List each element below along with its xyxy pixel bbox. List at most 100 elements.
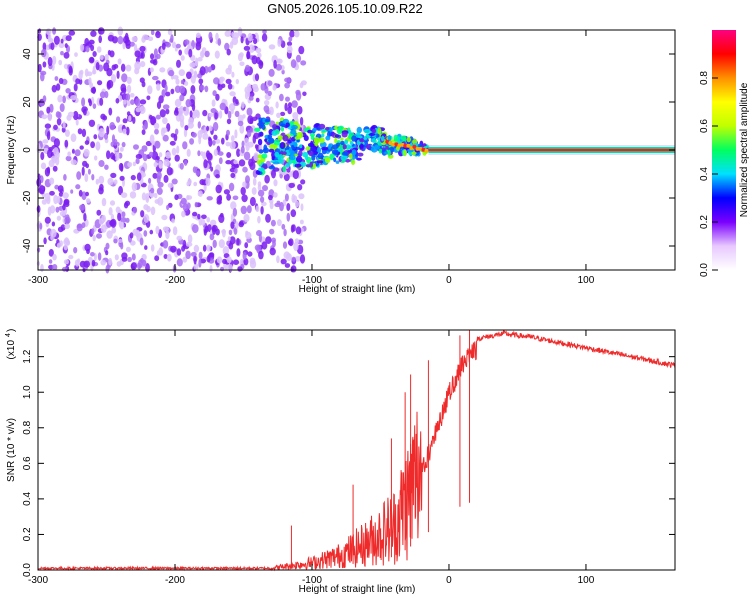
noise-speckle <box>247 83 252 90</box>
noise-speckle <box>134 43 138 53</box>
noise-speckle <box>240 36 244 44</box>
noise-speckle <box>284 77 291 83</box>
noise-speckle <box>176 235 183 241</box>
noise-speckle <box>165 91 171 97</box>
noise-speckle <box>247 251 253 257</box>
noise-speckle <box>175 113 182 122</box>
noise-speckle <box>61 127 66 133</box>
noise-speckle <box>171 147 177 156</box>
noise-speckle <box>127 256 132 263</box>
noise-speckle <box>118 185 123 196</box>
noise-speckle <box>236 148 241 157</box>
noise-speckle <box>187 122 194 129</box>
noise-speckle <box>70 133 77 142</box>
colorbar-label: Normalized spectral amplitude <box>739 82 750 217</box>
noise-speckle <box>106 79 114 89</box>
noise-speckle <box>243 151 251 161</box>
noise-speckle <box>90 141 95 149</box>
scatter-point <box>307 129 313 134</box>
noise-speckle <box>169 140 176 146</box>
snr-panel: -300 -200 -100 0 100 0.0 0.2 0.4 0.6 0.8 1.0 1.2 He… <box>5 329 676 595</box>
noise-speckle <box>109 122 116 131</box>
noise-speckle <box>198 251 203 260</box>
noise-speckle <box>253 38 258 45</box>
noise-speckle <box>295 226 302 235</box>
scatter-point <box>309 161 314 168</box>
noise-speckle <box>286 212 291 222</box>
noise-speckle <box>291 224 296 232</box>
hot-point <box>391 142 396 147</box>
noise-speckle <box>178 49 182 56</box>
noise-speckle <box>139 99 147 105</box>
noise-speckle <box>264 100 270 106</box>
y-tick-label: 0.8 <box>22 420 33 434</box>
figure-title: GN05.2026.105.10.09.R22 <box>267 1 422 16</box>
noise-speckle <box>293 241 299 252</box>
noise-speckle <box>186 71 192 80</box>
spectrogram-marks <box>36 26 675 274</box>
scatter-point <box>385 145 389 150</box>
noise-speckle <box>257 215 261 224</box>
noise-speckle <box>63 259 69 265</box>
noise-speckle <box>224 42 230 51</box>
noise-speckle <box>36 178 42 187</box>
noise-speckle <box>254 144 259 149</box>
scatter-point <box>381 135 385 142</box>
scatter-point <box>340 140 345 146</box>
noise-speckle <box>118 162 124 171</box>
noise-speckle <box>129 41 135 47</box>
scatter-point <box>363 129 371 134</box>
noise-speckle <box>198 78 204 85</box>
y-tick-label: 0.2 <box>22 527 33 541</box>
noise-speckle <box>195 170 201 177</box>
snr-ticks: -300 -200 -100 0 100 0.0 0.2 0.4 0.6 0.8 1.0 1.2 <box>22 330 675 586</box>
noise-speckle <box>87 168 91 175</box>
noise-speckle <box>178 69 185 77</box>
scatter-point <box>293 141 298 148</box>
noise-speckle <box>150 53 155 60</box>
noise-speckle <box>40 162 47 170</box>
noise-speckle <box>139 77 145 83</box>
noise-speckle <box>232 32 239 40</box>
snr-scale-close: ) <box>6 329 17 332</box>
noise-speckle <box>215 174 221 179</box>
colorbar-ticks: 0.0 0.2 0.4 0.6 0.8 <box>699 71 718 277</box>
noise-speckle <box>181 210 186 218</box>
noise-speckle <box>215 93 220 101</box>
noise-speckle <box>213 77 220 85</box>
scatter-point <box>256 159 262 165</box>
noise-speckle <box>197 56 203 62</box>
noise-speckle <box>116 70 120 80</box>
noise-speckle <box>299 219 304 225</box>
scatter-point <box>316 146 322 154</box>
noise-speckle <box>260 196 265 203</box>
noise-speckle <box>284 263 291 268</box>
noise-speckle <box>119 146 124 152</box>
noise-speckle <box>56 118 62 126</box>
noise-speckle <box>213 134 218 140</box>
scatter-point <box>329 153 335 161</box>
scatter-point <box>294 163 302 168</box>
noise-speckle <box>85 198 91 204</box>
noise-speckle <box>73 247 78 254</box>
noise-speckle <box>55 83 61 91</box>
x-tick-label: -200 <box>165 575 185 586</box>
noise-speckle <box>285 96 290 102</box>
noise-speckle <box>245 142 250 152</box>
noise-speckle <box>162 127 168 133</box>
noise-speckle <box>246 50 251 60</box>
noise-speckle <box>140 51 145 59</box>
noise-speckle <box>101 214 106 223</box>
noise-speckle <box>276 200 281 205</box>
scatter-point <box>328 143 332 150</box>
noise-speckle <box>128 115 132 122</box>
noise-speckle <box>68 30 76 36</box>
noise-speckle <box>180 79 184 85</box>
noise-speckle <box>68 254 74 260</box>
noise-speckle <box>185 250 191 260</box>
scatter-point <box>288 158 293 165</box>
noise-speckle <box>297 184 303 191</box>
noise-speckle <box>95 61 100 71</box>
noise-speckle <box>37 247 41 253</box>
noise-speckle <box>254 73 260 82</box>
